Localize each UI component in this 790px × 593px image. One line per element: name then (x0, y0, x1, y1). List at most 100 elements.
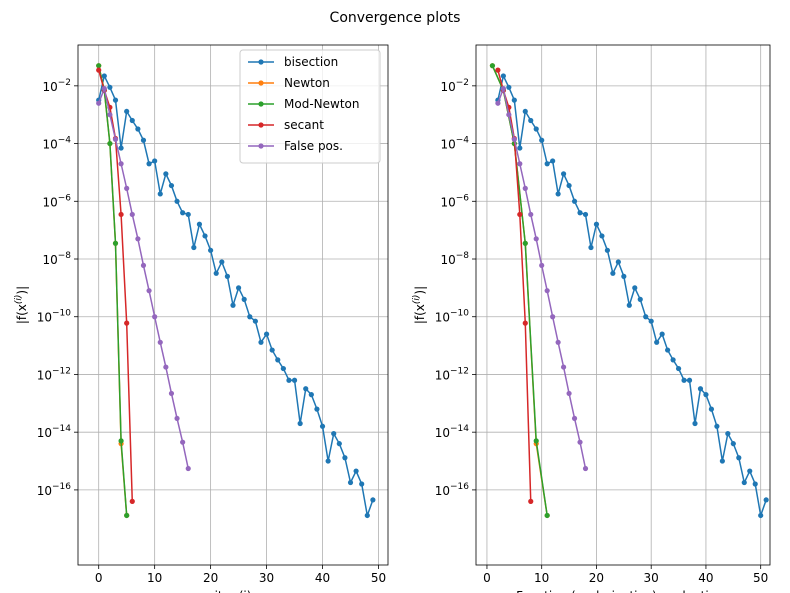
data-point (566, 390, 572, 397)
data-point (152, 158, 158, 164)
data-point (308, 392, 314, 398)
data-point (495, 67, 501, 73)
data-point (708, 406, 715, 412)
x-tick-label: 10 (147, 571, 162, 585)
legend-marker (258, 122, 264, 128)
data-point (539, 262, 545, 269)
data-point (124, 185, 130, 191)
data-point (297, 420, 303, 427)
series-line (97, 73, 374, 519)
data-point (665, 347, 671, 353)
data-point (319, 423, 326, 429)
data-point (517, 145, 523, 151)
data-point (353, 468, 359, 474)
y-tick-label: 10−10 (435, 309, 470, 325)
y-tick-label: 10−8 (440, 251, 469, 267)
data-point (124, 320, 130, 326)
data-point (637, 296, 643, 302)
data-point (522, 185, 528, 191)
data-point (719, 458, 725, 464)
data-point (174, 198, 180, 204)
data-point (670, 357, 676, 363)
data-point (112, 136, 119, 142)
y-axis-label-part: (i) (412, 295, 422, 305)
data-point (364, 512, 370, 519)
x-tick-label: 20 (203, 571, 218, 585)
data-point (571, 415, 578, 422)
data-point (544, 161, 550, 167)
data-point (566, 182, 572, 189)
data-point (112, 97, 119, 103)
data-point (758, 512, 764, 519)
data-point (550, 314, 556, 320)
x-tick-label: 30 (259, 571, 274, 585)
data-point (185, 211, 191, 218)
data-point (528, 117, 534, 124)
data-point (118, 161, 124, 167)
data-point (500, 86, 506, 92)
data-point (522, 320, 528, 326)
data-point (230, 302, 236, 308)
data-point (135, 126, 141, 132)
data-point (741, 479, 747, 486)
x-tick-label: 0 (95, 571, 103, 585)
legend-label: bisection (284, 55, 338, 69)
y-tick-label: 10−14 (37, 424, 72, 440)
x-tick-label: 20 (589, 571, 604, 585)
data-point (736, 455, 742, 461)
data-point (157, 339, 163, 345)
data-point (747, 468, 753, 474)
data-point (593, 221, 600, 227)
data-point (269, 347, 275, 353)
data-point (544, 288, 550, 294)
data-point (331, 431, 337, 437)
data-point (588, 244, 594, 251)
y-tick-label: 10−2 (440, 78, 469, 94)
data-point (140, 262, 147, 269)
data-point (191, 244, 197, 251)
data-point (263, 331, 270, 337)
data-point (129, 117, 135, 124)
data-point (582, 211, 589, 218)
data-point (163, 364, 169, 370)
legend: bisection Newton Mod-Newton secant False pos… (239, 49, 381, 164)
x-tick-label: 50 (371, 571, 386, 585)
y-axis-label: |f(x(i))| (14, 286, 29, 324)
legend-label: Mod-Newton (284, 97, 359, 111)
data-point (286, 377, 292, 383)
data-point (275, 357, 281, 363)
figure-title: Convergence plots (330, 10, 461, 26)
data-point (522, 108, 528, 115)
data-point (560, 171, 567, 177)
data-point (325, 458, 331, 464)
data-point (96, 63, 102, 69)
data-point (336, 441, 342, 447)
data-point (697, 386, 704, 392)
legend-box (239, 49, 381, 164)
data-point (202, 233, 208, 239)
y-tick-label: 10−16 (435, 482, 470, 498)
data-point (544, 512, 550, 519)
data-point (763, 497, 769, 503)
data-point (621, 273, 627, 279)
data-point (280, 365, 286, 372)
data-point (370, 497, 376, 503)
data-point (659, 331, 665, 337)
data-point (135, 236, 141, 242)
legend-label: Newton (284, 76, 330, 90)
data-point (168, 390, 175, 397)
x-tick-label: 40 (315, 571, 330, 585)
data-point (96, 100, 102, 106)
legend-label: secant (284, 118, 324, 132)
y-tick-label: 10−14 (435, 424, 470, 440)
data-point (168, 182, 175, 189)
y-axis-label-part: )| (413, 286, 427, 295)
data-point (235, 285, 242, 291)
y-tick-label: 10−4 (440, 136, 469, 152)
legend-marker (258, 80, 264, 86)
data-point (291, 377, 298, 383)
y-axis-label-part: (i) (14, 295, 24, 305)
data-point (101, 73, 107, 79)
data-point (511, 97, 517, 103)
data-point (96, 67, 102, 73)
